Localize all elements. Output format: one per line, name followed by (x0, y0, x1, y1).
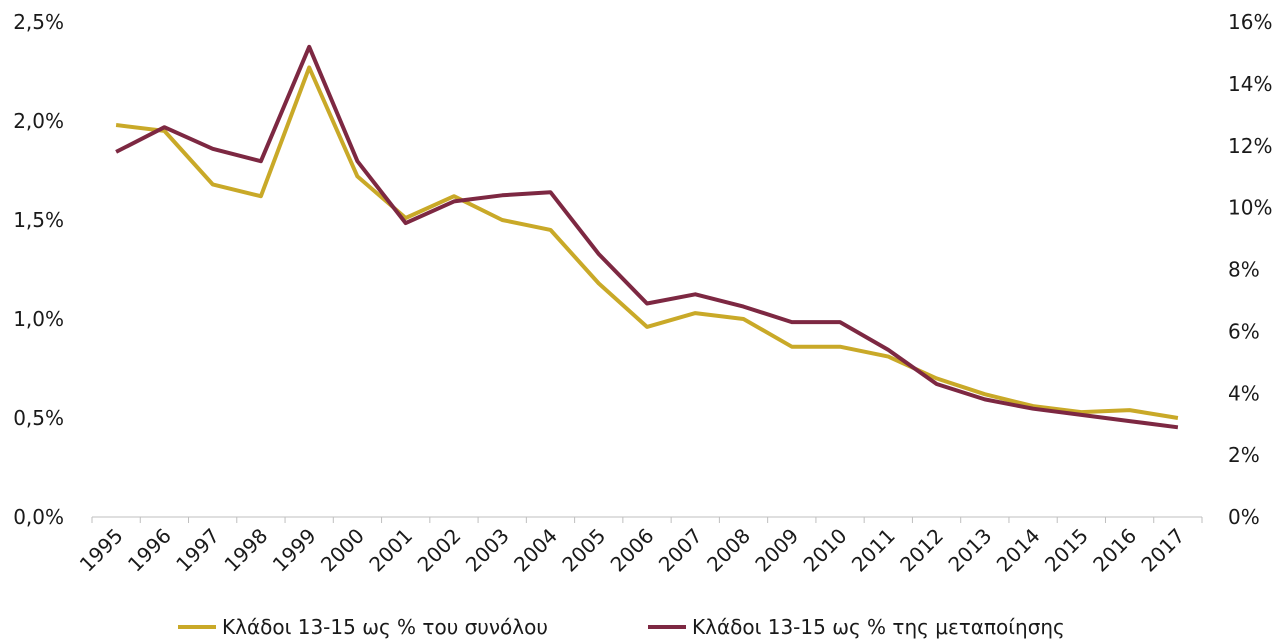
right-y-tick-label: 10% (1228, 196, 1272, 220)
right-y-tick-label: 2% (1228, 443, 1260, 467)
series-group (115, 44, 1179, 430)
right-y-tick-label: 6% (1228, 319, 1260, 343)
x-tick-label: 2009 (750, 524, 803, 577)
left-y-tick-label: 1,0% (13, 307, 64, 331)
x-tick-label: 2000 (316, 524, 369, 577)
x-tick-label: 1997 (171, 524, 224, 577)
left-y-tick-label: 2,0% (13, 109, 64, 133)
right-y-tick-label: 0% (1228, 505, 1260, 529)
x-tick-label: 2014 (992, 524, 1045, 577)
left-y-tick-label: 0,0% (13, 505, 64, 529)
x-tick-label: 2013 (943, 524, 996, 577)
series-line-1 (115, 65, 1179, 420)
left-y-tick-label: 1,5% (13, 208, 64, 232)
right-y-tick-label: 4% (1228, 381, 1260, 405)
axes-group: 1995199619971998199920002001200220032004… (13, 10, 1272, 577)
series-line-2 (115, 44, 1179, 430)
left-y-tick-label: 0,5% (13, 406, 64, 430)
x-tick-label: 2015 (1040, 524, 1093, 577)
x-tick-label: 2016 (1088, 524, 1141, 577)
legend-label-series-1: Κλάδοι 13-15 ως % του συνόλου (222, 615, 548, 639)
right-y-tick-label: 8% (1228, 258, 1260, 282)
x-tick-label: 2005 (557, 524, 610, 577)
x-tick-label: 2001 (364, 524, 417, 577)
x-tick-label: 1995 (75, 524, 128, 577)
legend-label-series-2: Κλάδοι 13-15 ως % της μεταποίησης (692, 615, 1065, 639)
left-y-tick-label: 2,5% (13, 10, 64, 34)
x-tick-label: 2006 (606, 524, 659, 577)
legend: Κλάδοι 13-15 ως % του συνόλου Κλάδοι 13-… (178, 615, 1065, 639)
x-tick-label: 2010 (799, 524, 852, 577)
x-tick-label: 1996 (123, 524, 176, 577)
x-tick-label: 2007 (654, 524, 707, 577)
x-tick-label: 2002 (413, 524, 466, 577)
x-tick-label: 2012 (895, 524, 948, 577)
right-y-tick-label: 16% (1228, 10, 1272, 34)
x-tick-label: 2017 (1136, 524, 1189, 577)
x-tick-label: 2008 (702, 524, 755, 577)
right-y-tick-label: 14% (1228, 72, 1272, 96)
x-tick-label: 2004 (509, 524, 562, 577)
x-tick-label: 2003 (461, 524, 514, 577)
x-tick-label: 1998 (219, 524, 272, 577)
right-y-tick-label: 12% (1228, 134, 1272, 158)
x-tick-label: 1999 (268, 524, 321, 577)
x-tick-label: 2011 (847, 524, 900, 577)
